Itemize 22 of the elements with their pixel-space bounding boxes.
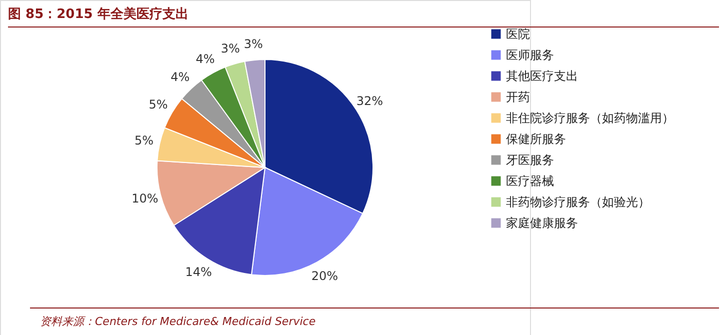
data-label: 10% [132,191,158,206]
legend-label: 非住院诊疗服务（如药物滥用） [506,111,674,125]
text: 资料来源：Centers for Medicare& Medicaid Service [40,315,316,328]
legend-label: 牙医服务 [506,153,554,167]
data-label: 4% [196,52,215,66]
chart-title: 图 85：2015 年全美医疗支出 [8,6,188,22]
legend-label: 非药物诊疗服务（如验光） [506,195,650,209]
legend-label: 医师服务 [506,48,554,62]
legend-label: 其他医疗支出 [506,69,578,83]
data-label: 14% [185,265,212,280]
legend-label: 医疗器械 [506,174,554,188]
legend-label: 家庭健康服务 [506,216,578,230]
data-label: 4% [170,70,190,84]
legend-label: 医院 [506,27,530,41]
data-label: 32% [356,94,384,108]
data-label: 5% [134,133,154,148]
data-label: 5% [148,97,168,112]
data-label: 3% [244,37,263,52]
data-label: 3% [220,41,240,56]
legend-label: 开药 [506,90,530,104]
legend-label: 保健所服务 [506,132,566,146]
data-label: 20% [311,269,338,284]
